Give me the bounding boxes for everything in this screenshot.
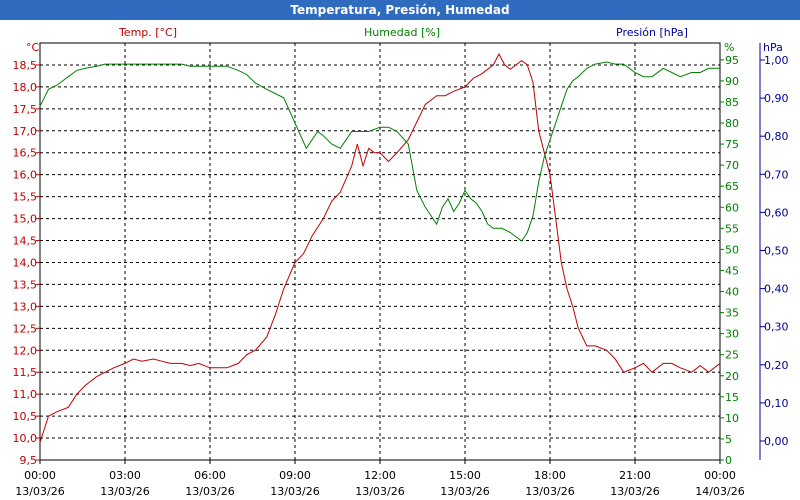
temperature-tick-label: 12,0 (13, 344, 38, 357)
x-axis-ticks: 00:00 13/03/26 03:00 13/03/26 06:00 13/03/26 0… (15, 460, 745, 498)
temperature-tick-label: 13,5 (13, 278, 38, 291)
chart-title-bar: Temperatura, Presión, Humedad (0, 0, 800, 20)
pressure-ticks: 0,00 0,10 0,20 0,30 0,40 0,50 0,60 0,70 0,80 0,90… (760, 54, 789, 448)
humidity-tick-label: 5 (725, 433, 732, 446)
humidity-tick-label: 10 (725, 412, 739, 425)
x-tick-time: 09:00 (279, 469, 311, 482)
humidity-tick-label: 35 (725, 307, 739, 320)
x-tick-date: 13/03/26 (610, 485, 659, 498)
x-tick-date: 13/03/26 (440, 485, 489, 498)
x-tick-date: 13/03/26 (185, 485, 234, 498)
pressure-unit-label: hPa (763, 41, 783, 54)
x-tick-time: 12:00 (364, 469, 396, 482)
x-tick-time: 18:00 (534, 469, 566, 482)
x-tick-date: 14/03/26 (695, 485, 744, 498)
temperature-tick-label: 11,0 (13, 388, 38, 401)
temperature-tick-label: 15,0 (13, 213, 38, 226)
temperature-tick-label: 14,5 (13, 235, 38, 248)
temperature-tick-label: 16,5 (13, 147, 38, 160)
temperature-unit-label: °C (26, 41, 40, 54)
pressure-tick-label: 0,70 (764, 168, 789, 181)
humidity-series-line (39, 61, 720, 242)
pressure-tick-label: 1,00 (764, 54, 789, 67)
x-tick-date: 13/03/26 (525, 485, 574, 498)
x-tick-time: 03:00 (109, 469, 141, 482)
humidity-tick-label: 75 (725, 138, 739, 151)
temperature-tick-label: 10,5 (13, 410, 38, 423)
pressure-tick-label: 0,60 (764, 206, 789, 219)
humidity-unit-label: % (724, 41, 734, 54)
temperature-ticks: 9,5 10,0 10,5 11,0 11,5 12,0 12,5 13,0 13,5 14,0 1… (13, 59, 40, 467)
x-tick-time: 00:00 (24, 469, 56, 482)
temperature-series-line (39, 52, 721, 443)
x-tick-date: 13/03/26 (270, 485, 319, 498)
humidity-tick-label: 20 (725, 370, 739, 383)
humidity-tick-label: 45 (725, 264, 739, 277)
temperature-tick-label: 11,5 (13, 366, 38, 379)
x-tick-date: 13/03/26 (15, 485, 64, 498)
pressure-axis-label: Presión [hPa] (616, 26, 688, 39)
humidity-tick-label: 65 (725, 180, 739, 193)
pressure-tick-label: 0,90 (764, 92, 789, 105)
pressure-tick-label: 0,00 (764, 435, 789, 448)
x-tick-date: 13/03/26 (100, 485, 149, 498)
humidity-tick-label: 50 (725, 243, 739, 256)
x-tick-date: 13/03/26 (355, 485, 404, 498)
temperature-tick-label: 17,0 (13, 125, 38, 138)
pressure-tick-label: 0,30 (764, 321, 789, 334)
pressure-tick-label: 0,10 (764, 397, 789, 410)
humidity-tick-label: 0 (725, 454, 732, 467)
x-tick-time: 00:00 (704, 469, 736, 482)
temperature-tick-label: 15,5 (13, 191, 38, 204)
temperature-tick-label: 14,0 (13, 256, 38, 269)
grid-lines (40, 43, 720, 460)
x-tick-time: 21:00 (619, 469, 651, 482)
humidity-axis-label: Humedad [%] (364, 26, 440, 39)
humidity-tick-label: 60 (725, 201, 739, 214)
pressure-tick-label: 0,50 (764, 245, 789, 258)
humidity-tick-label: 40 (725, 286, 739, 299)
humidity-tick-label: 30 (725, 328, 739, 341)
temperature-tick-label: 16,0 (13, 169, 38, 182)
x-tick-time: 06:00 (194, 469, 226, 482)
temperature-tick-label: 18,5 (13, 59, 38, 72)
humidity-tick-label: 80 (725, 117, 739, 130)
humidity-tick-label: 55 (725, 222, 739, 235)
humidity-tick-label: 90 (725, 75, 739, 88)
pressure-tick-label: 0,20 (764, 359, 789, 372)
series-lines (39, 52, 721, 443)
x-tick-time: 15:00 (449, 469, 481, 482)
temperature-tick-label: 18,0 (13, 81, 38, 94)
temperature-tick-label: 9,5 (20, 454, 38, 467)
humidity-tick-label: 95 (725, 54, 739, 67)
pressure-tick-label: 0,80 (764, 130, 789, 143)
humidity-tick-label: 15 (725, 391, 739, 404)
humidity-tick-label: 70 (725, 159, 739, 172)
humidity-tick-label: 85 (725, 96, 739, 109)
temperature-tick-label: 12,5 (13, 322, 38, 335)
humidity-ticks: 0 5 10 15 20 25 30 35 40 45 50 55 60 65 70 75 80 85 90 95 (720, 54, 739, 467)
humidity-tick-label: 25 (725, 349, 739, 362)
pressure-tick-label: 0,40 (764, 283, 789, 296)
temperature-tick-label: 13,0 (13, 300, 38, 313)
temperature-tick-label: 17,5 (13, 103, 38, 116)
temperature-axis-label: Temp. [°C] (118, 26, 177, 39)
temperature-tick-label: 10,0 (13, 432, 38, 445)
chart-plot: Temp. [°C] Humedad [%] Presión [hPa] °C … (13, 26, 789, 498)
